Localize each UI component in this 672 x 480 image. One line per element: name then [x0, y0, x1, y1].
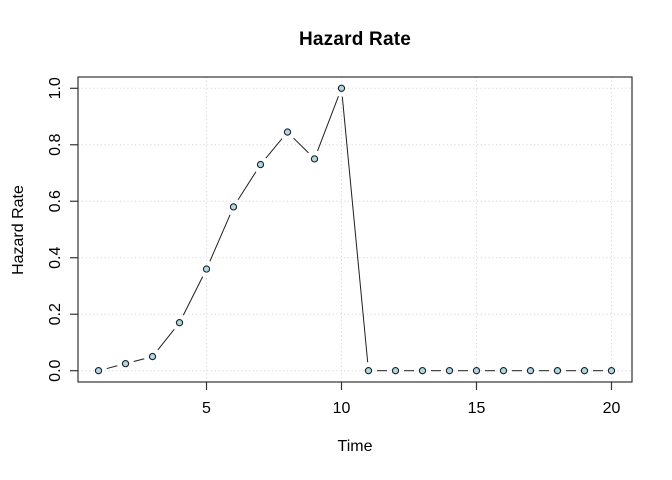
data-point	[148, 352, 157, 361]
data-point	[445, 367, 454, 375]
chart-title: Hazard Rate	[298, 29, 412, 50]
data-point	[526, 367, 535, 375]
data-point	[391, 367, 400, 375]
data-point	[580, 367, 589, 375]
data-point	[283, 128, 292, 136]
plot-border	[77, 76, 633, 383]
x-tick-label: 20	[603, 400, 621, 417]
series-line	[106, 96, 603, 372]
data-point	[310, 155, 319, 163]
data-point	[364, 367, 373, 375]
series-segment	[209, 214, 231, 262]
series-points	[94, 84, 616, 375]
y-tick-label: 0.4	[47, 247, 64, 269]
x-tick-label: 15	[468, 400, 486, 417]
y-tick-label: 0.8	[47, 134, 64, 156]
y-tick-label: 1.0	[47, 77, 64, 99]
y-axis: 0.0 0.2 0.4 0.6 0.8 1.0	[47, 77, 78, 382]
series-segment	[106, 365, 118, 370]
data-point	[499, 367, 508, 375]
series-segment	[293, 137, 309, 154]
x-tick-label: 10	[333, 400, 351, 417]
data-point	[418, 367, 427, 375]
data-point	[472, 367, 481, 375]
series-segment	[317, 96, 339, 152]
data-point	[607, 367, 616, 375]
data-point	[256, 160, 265, 169]
series-segment	[133, 358, 145, 362]
series-segment	[237, 171, 257, 201]
y-tick-label: 0.6	[47, 190, 64, 212]
y-tick-label: 0.0	[47, 359, 64, 381]
data-point	[337, 84, 346, 92]
series-segment	[265, 138, 283, 159]
data-point	[553, 367, 562, 375]
series-segment	[157, 329, 175, 351]
grid-lines	[78, 77, 632, 382]
x-tick-label: 5	[202, 400, 211, 417]
data-point	[94, 367, 103, 375]
x-axis: 5 10 15 20	[202, 382, 620, 417]
data-point	[175, 319, 184, 327]
data-point	[121, 359, 130, 368]
series-segment	[341, 96, 369, 363]
y-tick-label: 0.2	[47, 303, 64, 325]
y-axis-label: Hazard Rate	[10, 185, 27, 275]
series-segment	[182, 276, 204, 316]
data-point	[229, 203, 238, 211]
x-axis-label: Time	[337, 438, 373, 455]
data-point	[202, 265, 211, 273]
